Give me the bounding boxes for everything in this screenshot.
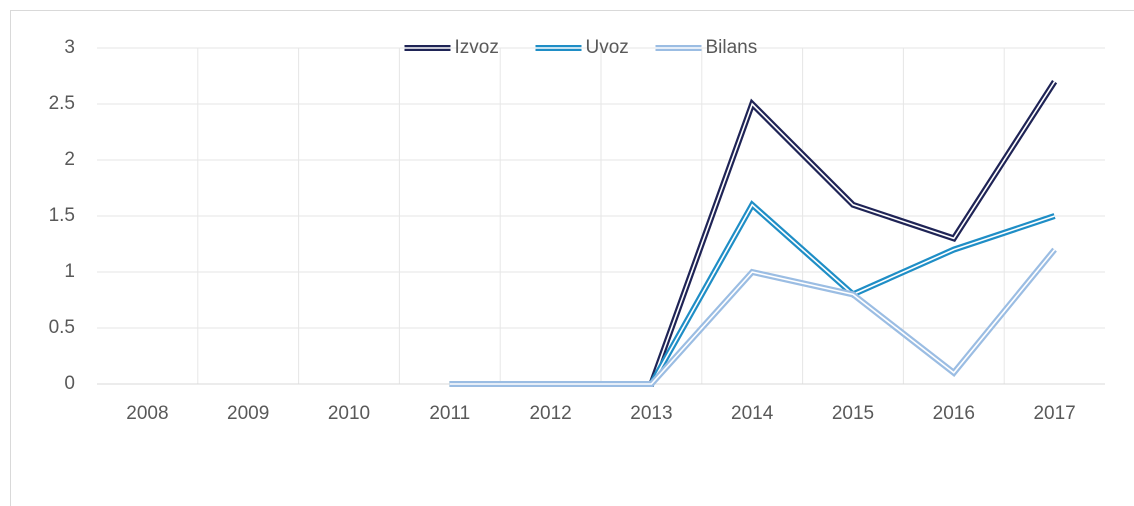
y-tick-label: 2	[64, 149, 75, 170]
x-tick-label: 2016	[933, 403, 975, 424]
chart-frame	[10, 10, 1134, 506]
series-line-inner	[449, 81, 1056, 385]
y-tick-label: 0.5	[49, 317, 75, 338]
x-tick-label: 2014	[731, 403, 774, 424]
y-tick-label: 1.5	[49, 205, 75, 226]
y-tick-label: 1	[64, 261, 75, 282]
y-tick-label: 3	[64, 37, 75, 58]
legend-label: Bilans	[706, 37, 758, 58]
series-line-inner	[449, 249, 1056, 385]
x-tick-label: 2009	[227, 403, 269, 424]
y-tick-label: 0	[64, 373, 75, 394]
x-tick-label: 2008	[126, 403, 168, 424]
x-tick-label: 2015	[832, 403, 874, 424]
legend-label: Uvoz	[586, 37, 629, 58]
x-tick-label: 2013	[630, 403, 672, 424]
x-tick-label: 2010	[328, 403, 370, 424]
legend-label: Izvoz	[455, 37, 499, 58]
x-tick-label: 2012	[529, 403, 571, 424]
x-tick-label: 2017	[1033, 403, 1075, 424]
x-tick-label: 2011	[429, 403, 470, 424]
y-tick-label: 2.5	[49, 93, 75, 114]
series-line	[449, 79, 1058, 387]
series-line	[449, 247, 1057, 387]
